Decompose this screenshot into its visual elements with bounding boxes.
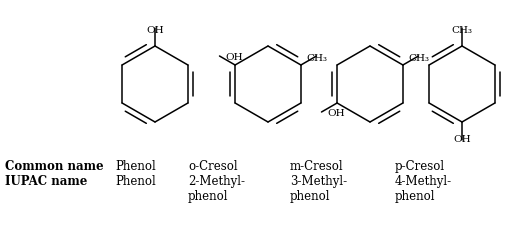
Text: CH₃: CH₃ [306,54,327,63]
Text: IUPAC name: IUPAC name [5,174,87,187]
Text: 2-Methyl-: 2-Methyl- [188,174,245,187]
Text: m-Cresol: m-Cresol [290,159,344,172]
Text: OH: OH [226,52,243,61]
Text: p-Cresol: p-Cresol [395,159,445,172]
Text: o-Cresol: o-Cresol [188,159,238,172]
Text: phenol: phenol [290,189,331,202]
Text: OH: OH [328,108,345,117]
Text: Phenol: Phenol [115,159,156,172]
Text: phenol: phenol [188,189,229,202]
Text: 4-Methyl-: 4-Methyl- [395,174,452,187]
Text: phenol: phenol [395,189,436,202]
Text: 3-Methyl-: 3-Methyl- [290,174,347,187]
Text: Phenol: Phenol [115,174,156,187]
Text: CH₃: CH₃ [452,26,473,35]
Text: Common name: Common name [5,159,103,172]
Text: OH: OH [146,26,164,35]
Text: OH: OH [453,134,471,143]
Text: CH₃: CH₃ [408,54,429,63]
